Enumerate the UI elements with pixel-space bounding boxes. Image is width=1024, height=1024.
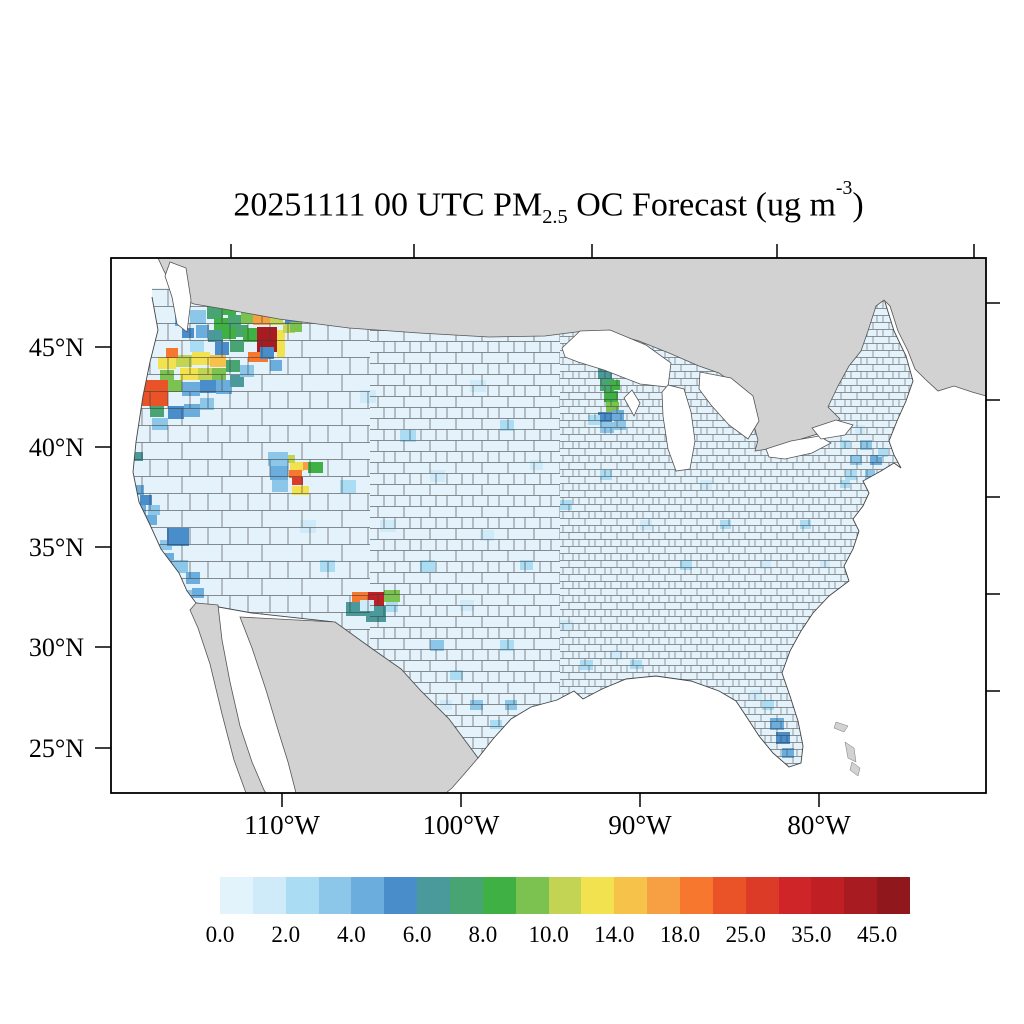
colorbar-tick-label: 18.0 [659, 922, 701, 947]
us-coastline [132, 296, 914, 768]
title-text-3: ) [852, 186, 864, 224]
mexico-landmass [239, 616, 479, 794]
axis-tick-label: 35°N [29, 533, 84, 562]
axis-tick-label: 80°W [787, 810, 851, 840]
colorbar-segment [745, 877, 779, 914]
title-text: 20251111 00 UTC PM [233, 186, 543, 224]
colorbar-tick-label: 2.0 [271, 922, 301, 947]
colorbar-tick-label: 8.0 [468, 922, 498, 947]
axis-tick-label: 90°W [608, 810, 672, 840]
colorbar-tick-label: 25.0 [725, 922, 766, 947]
colorbar-labels: 0.0 2.0 4.0 6.0 8.0 10.0 14.0 18.0 25.0 35.0 45.0 [206, 922, 910, 952]
colorbar-tick-label: 35.0 [791, 922, 832, 947]
page-title: 20251111 00 UTC PM2.5 OC Forecast (ug m-… [111, 177, 986, 229]
lake-ontario [811, 419, 854, 440]
axis-tick-label: 110°W [244, 810, 320, 840]
puget-sound [164, 261, 192, 333]
colorbar-segment [548, 877, 582, 914]
axis-tick-label: 40°N [29, 433, 84, 462]
lake-michigan [661, 384, 696, 472]
colorbar-segment [680, 877, 713, 914]
axis-tick-label: 25°N [29, 734, 84, 763]
colorbar-segment [482, 877, 516, 914]
colorbar-segment [515, 877, 549, 914]
colorbar-segment [351, 877, 385, 914]
colorbar-segment [877, 877, 911, 914]
colorbar-segment [778, 877, 812, 914]
title-superscript: -3 [835, 177, 853, 200]
great-lakes [164, 261, 854, 472]
axis-tick-label: 45°N [29, 333, 84, 362]
colorbar-segment [614, 877, 648, 914]
colorbar-segment [647, 877, 681, 914]
lake-erie [765, 435, 832, 460]
canada-landmass [157, 257, 987, 452]
colorbar-tick-label: 6.0 [402, 922, 432, 947]
title-text-2: OC Forecast (ug m [567, 186, 836, 224]
colorbar [220, 877, 911, 914]
colorbar-tick-label: 0.0 [205, 922, 235, 947]
colorbar-segment [318, 877, 352, 914]
colorbar-segment [220, 877, 253, 914]
colorbar-segment [712, 877, 746, 914]
colorbar-segment [581, 877, 615, 914]
colorbar-segment [450, 877, 483, 914]
colorbar-segment [844, 877, 878, 914]
colorbar-tick-label: 4.0 [337, 922, 366, 947]
axis-tick-label: 100°W [423, 810, 500, 840]
colorbar-tick-label: 10.0 [528, 922, 569, 947]
colorbar-segment [285, 877, 319, 914]
colorbar-segment [252, 877, 286, 914]
colorbar-segment [811, 877, 845, 914]
colorbar-segment [384, 877, 418, 914]
colorbar-tick-label: 14.0 [594, 922, 635, 947]
colorbar-tick-label: 45.0 [857, 922, 898, 947]
title-subscript: 2.5 [542, 206, 568, 229]
axis-labels: 45°N 40°N 35°N 30°N 25°N 110°W 100°W 90°W 80°W [29, 333, 851, 840]
green-bay [623, 389, 641, 417]
colorbar-segment [417, 877, 451, 914]
axis-tick-label: 30°N [29, 633, 84, 662]
map-frame [110, 257, 987, 794]
axis-ticks [95, 244, 1000, 807]
lake-huron [698, 371, 760, 440]
bahamas-islands [833, 721, 861, 777]
